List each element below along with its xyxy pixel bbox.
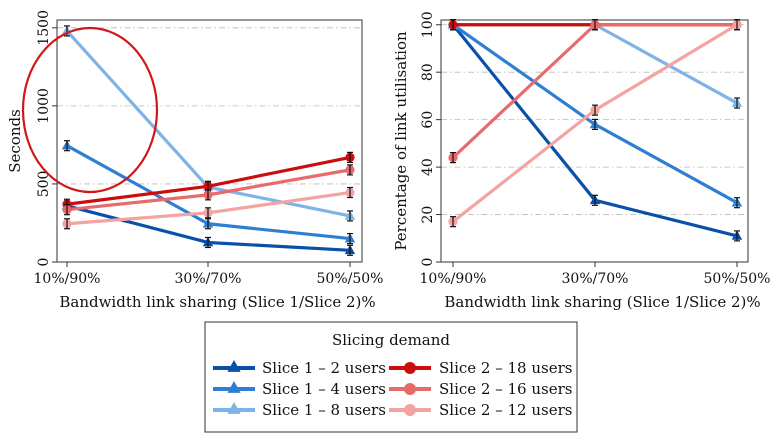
legend-marker [227, 402, 241, 414]
legend-marker [404, 362, 416, 374]
legend-label: Slice 2 – 12 users [439, 401, 572, 419]
x-tick-label: 30%/70% [175, 271, 242, 287]
series-line [451, 23, 737, 159]
y-tick-label: 100 [420, 11, 436, 38]
legend-marker [227, 381, 241, 393]
x-axis-label: Bandwidth link sharing (Slice 1/Slice 2)… [444, 293, 760, 311]
x-axis-label: Bandwidth link sharing (Slice 1/Slice 2)… [59, 293, 375, 311]
y-tick-label: 40 [420, 158, 436, 176]
chart-seconds: 0 500 1000 1500 10%/90% 30%/70% 50%/50% Bandwid… [6, 10, 383, 311]
highlight-ellipse [21, 26, 159, 194]
legend-label: Slice 2 – 18 users [439, 359, 572, 377]
legend-box [204, 321, 578, 433]
x-tick-label: 50%/50% [704, 271, 771, 287]
y-tick-label: 500 [36, 171, 52, 198]
legend-label: Slice 1 – 2 users [262, 359, 386, 377]
legend: Slicing demand Slice 1 – 2 users Slice 1 … [204, 321, 578, 433]
chart-link-utilisation: 0 20 40 60 80 100 10%/90% 30%/70% 50%/50% Bandwid… [392, 11, 770, 311]
y-tick-label: 20 [420, 206, 436, 224]
legend-label: Slice 1 – 4 users [262, 380, 386, 398]
y-axis-label: Percentage of link utilisation [392, 31, 410, 251]
x-tick-label: 10%/90% [34, 271, 101, 287]
series-line [453, 23, 738, 105]
y-tick-label: 1000 [36, 88, 52, 124]
x-tick-label: 50%/50% [317, 271, 384, 287]
y-tick-label: 1500 [36, 10, 52, 46]
legend-label: Slice 1 – 8 users [262, 401, 386, 419]
y-tick-label: 0 [420, 258, 436, 267]
x-tick-label: 30%/70% [562, 271, 629, 287]
legend-marker [227, 360, 241, 372]
plot-frame [56, 19, 363, 263]
y-axis-label: Seconds [6, 109, 24, 173]
legend-label: Slice 2 – 16 users [439, 380, 572, 398]
y-tick-label: 60 [420, 111, 436, 129]
y-tick-label: 80 [420, 63, 436, 81]
y-tick-label: 0 [36, 258, 52, 267]
legend-marker [404, 383, 416, 395]
legend-title: Slicing demand [332, 331, 450, 349]
legend-marker [404, 404, 416, 416]
x-tick-label: 10%/90% [420, 271, 487, 287]
